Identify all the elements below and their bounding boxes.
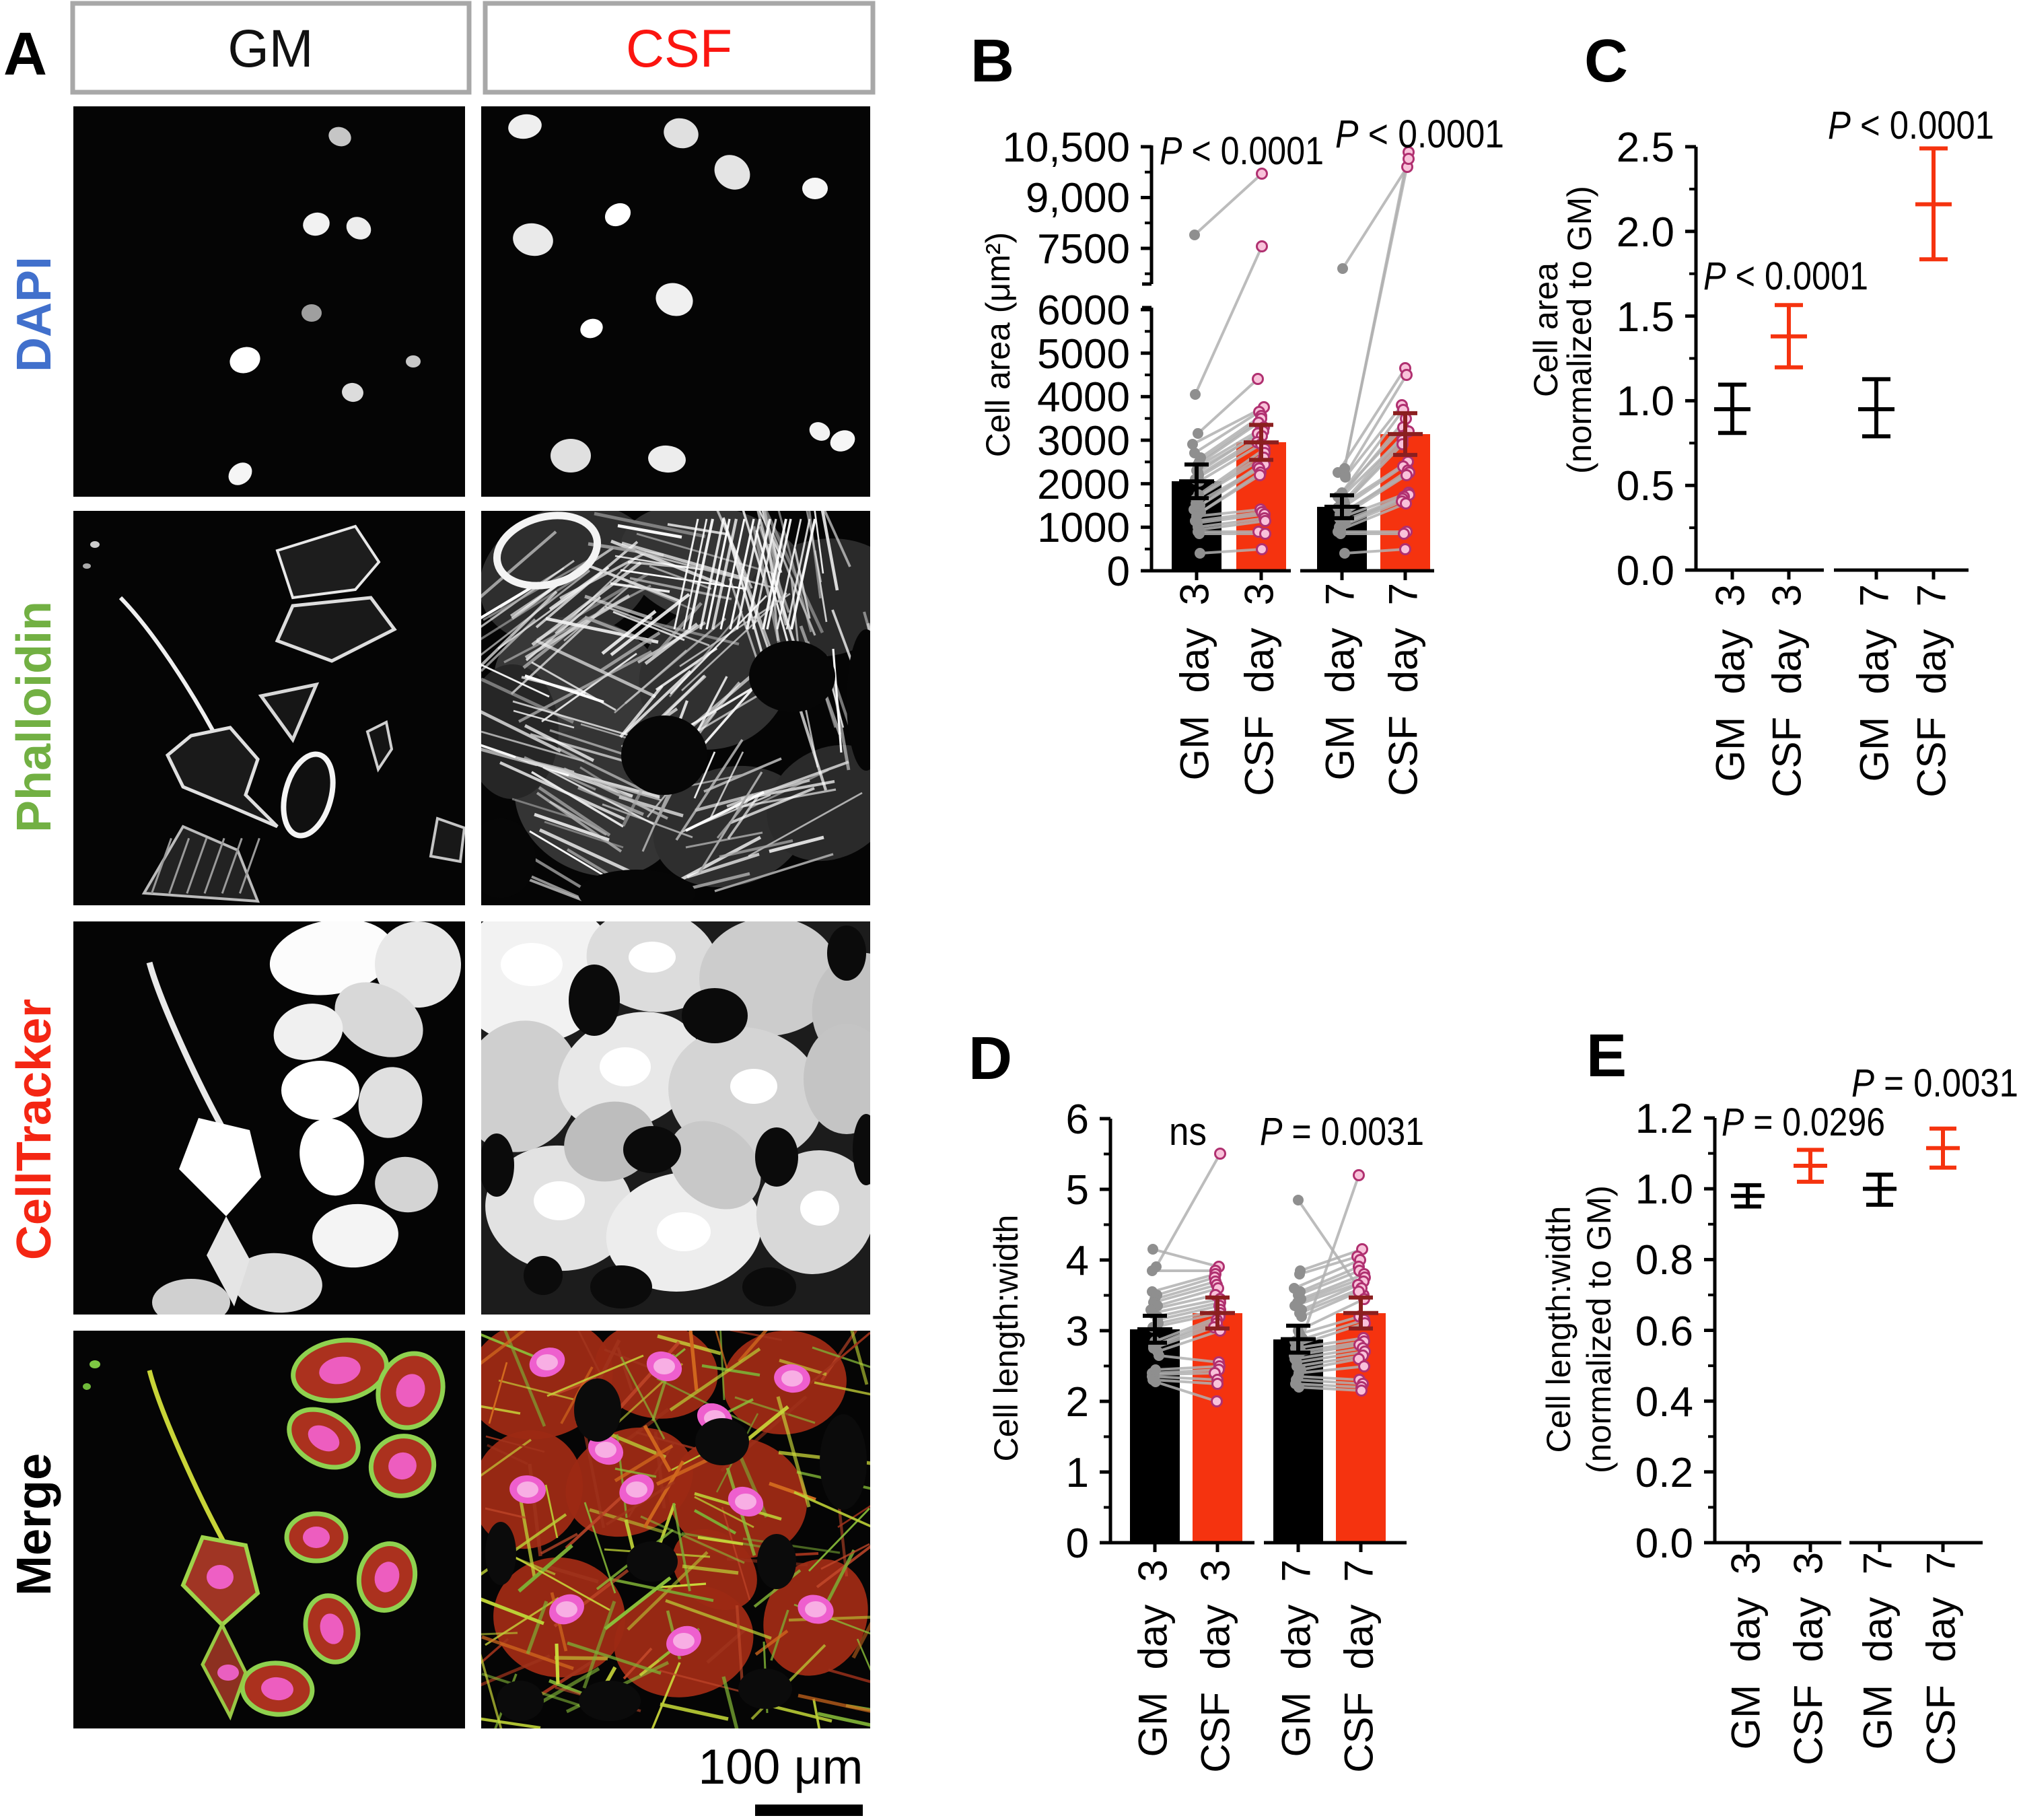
svg-text:A: A bbox=[3, 21, 47, 88]
svg-text:CSF day 7: CSF day 7 bbox=[1381, 583, 1426, 796]
svg-text:2.5: 2.5 bbox=[1617, 125, 1674, 171]
svg-text:CSF day 7: CSF day 7 bbox=[1909, 584, 1954, 798]
svg-text:1.0: 1.0 bbox=[1635, 1166, 1693, 1213]
svg-text:GM day 3: GM day 3 bbox=[1708, 584, 1753, 781]
svg-text:5000: 5000 bbox=[1037, 331, 1130, 378]
svg-text:7500: 7500 bbox=[1037, 226, 1130, 273]
svg-text:P < 0.0001: P < 0.0001 bbox=[1703, 254, 1868, 298]
svg-text:100 μm: 100 μm bbox=[699, 1740, 863, 1794]
svg-text:CSF day 7: CSF day 7 bbox=[1919, 1552, 1964, 1765]
svg-text:9,000: 9,000 bbox=[1026, 175, 1130, 221]
svg-text:CSF day 3: CSF day 3 bbox=[1193, 1560, 1238, 1773]
svg-text:P < 0.0001: P < 0.0001 bbox=[1828, 104, 1994, 147]
svg-text:E: E bbox=[1586, 1022, 1627, 1090]
svg-text:0.0: 0.0 bbox=[1617, 548, 1674, 594]
svg-text:1.2: 1.2 bbox=[1635, 1096, 1693, 1142]
svg-text:0.5: 0.5 bbox=[1617, 463, 1674, 510]
svg-text:1.5: 1.5 bbox=[1617, 294, 1674, 341]
svg-text:3000: 3000 bbox=[1037, 418, 1130, 464]
svg-text:CellTracker: CellTracker bbox=[7, 999, 61, 1260]
svg-text:Phalloidin: Phalloidin bbox=[7, 601, 61, 833]
svg-text:GM day 7: GM day 7 bbox=[1852, 584, 1897, 781]
svg-text:1000: 1000 bbox=[1037, 505, 1130, 551]
svg-text:4: 4 bbox=[1066, 1238, 1089, 1284]
svg-text:D: D bbox=[968, 1025, 1012, 1092]
svg-text:0.6: 0.6 bbox=[1635, 1308, 1693, 1355]
svg-text:10,500: 10,500 bbox=[1002, 125, 1130, 171]
svg-text:Merge: Merge bbox=[7, 1453, 61, 1596]
svg-text:0.8: 0.8 bbox=[1635, 1237, 1693, 1284]
svg-text:GM: GM bbox=[227, 18, 313, 78]
svg-text:CSF day 3: CSF day 3 bbox=[1786, 1552, 1831, 1765]
svg-text:GM day 7: GM day 7 bbox=[1318, 583, 1363, 780]
svg-text:2.0: 2.0 bbox=[1617, 209, 1674, 256]
svg-text:0.2: 0.2 bbox=[1635, 1450, 1693, 1496]
svg-text:2: 2 bbox=[1066, 1379, 1089, 1426]
svg-text:GM day 3: GM day 3 bbox=[1724, 1552, 1769, 1749]
svg-text:(normalized to GM): (normalized to GM) bbox=[1561, 186, 1598, 474]
svg-text:GM day 3: GM day 3 bbox=[1131, 1560, 1176, 1757]
svg-text:3: 3 bbox=[1066, 1308, 1089, 1355]
svg-text:Cell area: Cell area bbox=[1527, 262, 1565, 397]
svg-text:0.0: 0.0 bbox=[1635, 1520, 1693, 1567]
svg-text:P = 0.0296: P = 0.0296 bbox=[1722, 1100, 1885, 1144]
svg-text:2000: 2000 bbox=[1037, 462, 1130, 508]
svg-text:B: B bbox=[970, 28, 1014, 95]
svg-text:4000: 4000 bbox=[1037, 374, 1130, 421]
svg-text:0: 0 bbox=[1066, 1520, 1089, 1567]
svg-text:Cell length:width: Cell length:width bbox=[1540, 1206, 1578, 1453]
svg-text:5: 5 bbox=[1066, 1167, 1089, 1214]
svg-text:P = 0.0031: P = 0.0031 bbox=[1260, 1110, 1424, 1154]
svg-text:Cell area (μm²): Cell area (μm²) bbox=[979, 232, 1017, 457]
svg-text:0: 0 bbox=[1107, 549, 1130, 595]
svg-text:P < 0.0001: P < 0.0001 bbox=[1335, 112, 1504, 156]
svg-text:1.0: 1.0 bbox=[1617, 378, 1674, 425]
svg-text:CSF day 3: CSF day 3 bbox=[1765, 584, 1810, 798]
svg-text:C: C bbox=[1584, 28, 1628, 95]
svg-text:6000: 6000 bbox=[1037, 287, 1130, 334]
svg-text:P < 0.0001: P < 0.0001 bbox=[1160, 129, 1324, 173]
svg-text:6: 6 bbox=[1066, 1096, 1089, 1143]
svg-text:GM day 3: GM day 3 bbox=[1172, 583, 1217, 780]
svg-text:0.4: 0.4 bbox=[1635, 1379, 1693, 1426]
svg-text:Cell length:width: Cell length:width bbox=[987, 1215, 1025, 1462]
svg-text:ns: ns bbox=[1169, 1110, 1207, 1154]
svg-text:1: 1 bbox=[1066, 1450, 1089, 1496]
svg-text:GM day 7: GM day 7 bbox=[1274, 1560, 1319, 1757]
svg-text:CSF day 3: CSF day 3 bbox=[1237, 583, 1282, 796]
svg-text:GM day 7: GM day 7 bbox=[1855, 1552, 1901, 1749]
svg-text:DAPI: DAPI bbox=[7, 256, 61, 372]
svg-text:CSF: CSF bbox=[626, 18, 732, 78]
svg-text:CSF day 7: CSF day 7 bbox=[1337, 1560, 1382, 1773]
svg-text:(normalized to GM): (normalized to GM) bbox=[1580, 1185, 1618, 1473]
svg-text:P = 0.0031: P = 0.0031 bbox=[1851, 1061, 2018, 1105]
